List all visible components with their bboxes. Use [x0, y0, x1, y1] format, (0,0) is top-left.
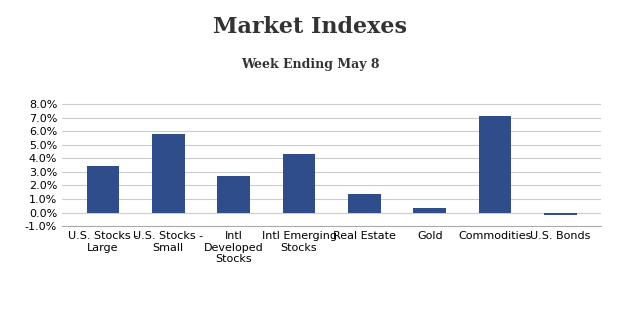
- Bar: [152, 134, 185, 213]
- Bar: [217, 176, 250, 213]
- Bar: [283, 154, 316, 213]
- Text: Market Indexes: Market Indexes: [213, 16, 407, 38]
- Bar: [348, 193, 381, 213]
- Bar: [479, 116, 511, 213]
- Bar: [544, 213, 577, 215]
- Text: Week Ending May 8: Week Ending May 8: [241, 58, 379, 71]
- Bar: [87, 166, 119, 213]
- Bar: [414, 208, 446, 213]
